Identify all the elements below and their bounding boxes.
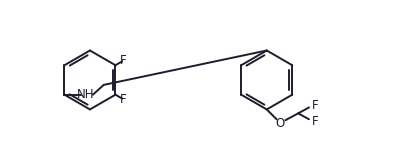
Text: F: F	[120, 54, 126, 67]
Text: F: F	[312, 99, 318, 112]
Text: O: O	[276, 117, 285, 130]
Text: F: F	[120, 93, 126, 106]
Text: NH: NH	[77, 88, 95, 101]
Text: F: F	[312, 115, 318, 128]
